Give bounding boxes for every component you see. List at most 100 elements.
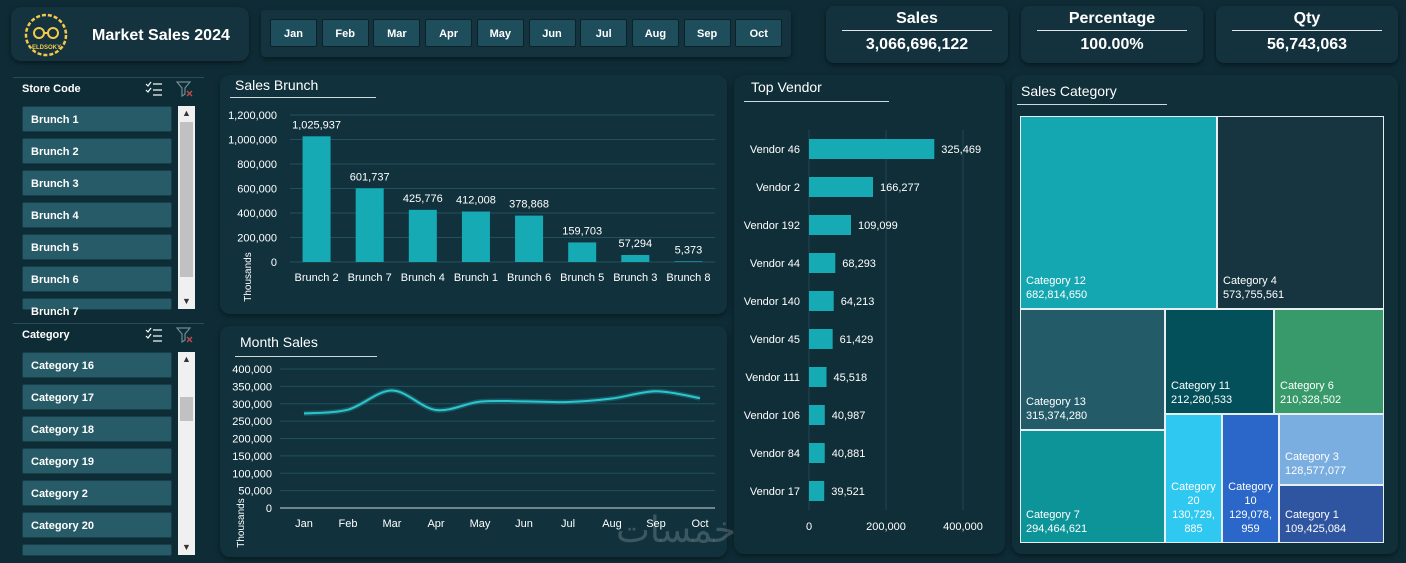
treemap-tile-category-13[interactable]: Category 13 315,374,280: [1020, 309, 1165, 430]
bar[interactable]: [809, 443, 825, 463]
treemap-tile-category-4[interactable]: Category 4 573,755,561: [1217, 116, 1384, 309]
month-button-aug[interactable]: Aug: [631, 19, 679, 47]
store-code-scrollbar[interactable]: ▲ ▼: [178, 106, 195, 309]
scrollbar-thumb[interactable]: [180, 397, 193, 421]
store-code-item[interactable]: Brunch 2: [22, 138, 172, 164]
bar[interactable]: [809, 329, 833, 349]
bar[interactable]: [809, 291, 834, 311]
bar[interactable]: [809, 253, 836, 273]
scroll-up-icon[interactable]: ▲: [182, 354, 191, 364]
treemap-label: Category 6 210,328,502: [1280, 379, 1341, 407]
x-tick-label: May: [470, 518, 491, 530]
category-item[interactable]: Category 19: [22, 448, 172, 474]
month-button-jan[interactable]: Jan: [270, 19, 317, 47]
series-line[interactable]: [303, 389, 701, 415]
multi-select-icon[interactable]: [145, 81, 163, 97]
month-button-jul[interactable]: Jul: [580, 19, 628, 47]
treemap-label: Category 11 212,280,533: [1171, 379, 1232, 407]
category-item[interactable]: [22, 544, 172, 556]
store-code-item[interactable]: Brunch 4: [22, 202, 172, 228]
bar[interactable]: [809, 405, 825, 425]
month-button-mar[interactable]: Mar: [373, 19, 421, 47]
store-code-item[interactable]: Brunch 1: [22, 106, 172, 132]
category-item[interactable]: Category 16: [22, 352, 172, 378]
treemap-category-name: Category 1: [1285, 509, 1339, 521]
y-tick-label: 150,000: [232, 451, 272, 463]
y-tick-label: 1,000,000: [228, 135, 277, 147]
month-button-feb[interactable]: Feb: [321, 19, 369, 47]
data-label: 45,518: [834, 372, 868, 384]
kpi-qty-card: Qty 56,743,063: [1216, 6, 1398, 63]
bar[interactable]: [809, 215, 852, 235]
scroll-down-icon[interactable]: ▼: [182, 542, 191, 552]
bar[interactable]: [621, 254, 650, 262]
clear-filter-icon[interactable]: [176, 327, 194, 343]
y-tick-label: Vendor 192: [744, 220, 800, 232]
x-tick-label: Aug: [602, 518, 622, 530]
bar[interactable]: [461, 211, 490, 262]
treemap-tile-category-10[interactable]: Category 10 129,078, 959: [1222, 414, 1279, 543]
x-tick-label: Apr: [427, 518, 444, 530]
treemap-tile-category-6[interactable]: Category 6 210,328,502: [1274, 309, 1384, 414]
bar[interactable]: [809, 177, 874, 197]
store-code-item[interactable]: Brunch 6: [22, 266, 172, 292]
treemap-label: Category 1 109,425,084: [1285, 508, 1346, 536]
month-button-apr[interactable]: Apr: [425, 19, 473, 47]
bar[interactable]: [568, 242, 597, 262]
y-tick-label: 100,000: [232, 468, 272, 480]
treemap-tile-category-11[interactable]: Category 11 212,280,533: [1165, 309, 1274, 414]
clear-filter-icon[interactable]: [176, 81, 194, 97]
category-item[interactable]: Category 2: [22, 480, 172, 506]
store-code-item[interactable]: Brunch 3: [22, 170, 172, 196]
bar[interactable]: [355, 188, 384, 262]
data-label: 1,025,937: [292, 119, 341, 131]
bar[interactable]: [674, 261, 703, 262]
bar[interactable]: [408, 209, 437, 262]
y-tick-label: Vendor 45: [750, 334, 800, 346]
x-tick-label: Brunch 6: [507, 272, 551, 284]
x-tick-label: Brunch 2: [295, 272, 339, 284]
category-item[interactable]: Category 20: [22, 512, 172, 538]
bar[interactable]: [809, 481, 825, 501]
month-button-sep[interactable]: Sep: [683, 19, 731, 47]
bar[interactable]: [302, 136, 331, 262]
treemap-category-value: 682,814,650: [1026, 289, 1088, 301]
y-tick-label: 400,000: [237, 208, 277, 220]
y-tick-label: 200,000: [232, 434, 272, 446]
bar[interactable]: [809, 367, 827, 387]
scrollbar-thumb[interactable]: [180, 122, 193, 277]
category-item[interactable]: Category 18: [22, 416, 172, 442]
treemap-label-line: 959: [1241, 523, 1260, 535]
treemap-label: Category 12 682,814,650: [1026, 274, 1087, 302]
kpi-percentage-label: Percentage: [1068, 10, 1156, 27]
month-button-jun[interactable]: Jun: [528, 19, 576, 47]
scroll-up-icon[interactable]: ▲: [182, 108, 191, 118]
data-label: 325,469: [941, 144, 981, 156]
top-vendor-chart: 0 200,000 400,000 325,469 Vendor 46 166,277 Ve…: [744, 130, 983, 533]
title-card: ELDSOKY Market Sales 2024: [11, 7, 249, 61]
treemap-label-line: 885: [1184, 523, 1203, 535]
multi-select-icon[interactable]: [145, 327, 163, 343]
month-button-oct[interactable]: Oct: [735, 19, 783, 47]
category-slicer-header: Category: [22, 329, 70, 341]
bar[interactable]: [515, 215, 544, 262]
month-button-may[interactable]: May: [476, 19, 524, 47]
treemap-tile-category-12[interactable]: Category 12 682,814,650: [1020, 116, 1217, 309]
treemap-tile-category-7[interactable]: Category 7 294,464,621: [1020, 430, 1165, 543]
category-item[interactable]: Category 17: [22, 384, 172, 410]
bar[interactable]: [809, 139, 935, 159]
treemap-label-line: Category: [1171, 481, 1216, 493]
scroll-down-icon[interactable]: ▼: [182, 296, 191, 306]
store-code-item[interactable]: Brunch 7: [22, 298, 172, 318]
store-code-item[interactable]: Brunch 5: [22, 234, 172, 260]
treemap-tile-category-20[interactable]: Category 20 130,729, 885: [1165, 414, 1222, 543]
data-label: 5,373: [675, 244, 703, 256]
kpi-sales-label: Sales: [896, 10, 938, 27]
kpi-percentage-divider: [1037, 30, 1187, 31]
category-scrollbar[interactable]: ▲ ▼: [178, 352, 195, 555]
treemap-category-value: 573,755,561: [1223, 289, 1285, 301]
data-label: 109,099: [858, 220, 898, 232]
watermark: خمسات: [616, 510, 737, 551]
treemap-tile-category-3[interactable]: Category 3 128,577,077: [1279, 414, 1384, 485]
treemap-tile-category-1[interactable]: Category 1 109,425,084: [1279, 485, 1384, 543]
